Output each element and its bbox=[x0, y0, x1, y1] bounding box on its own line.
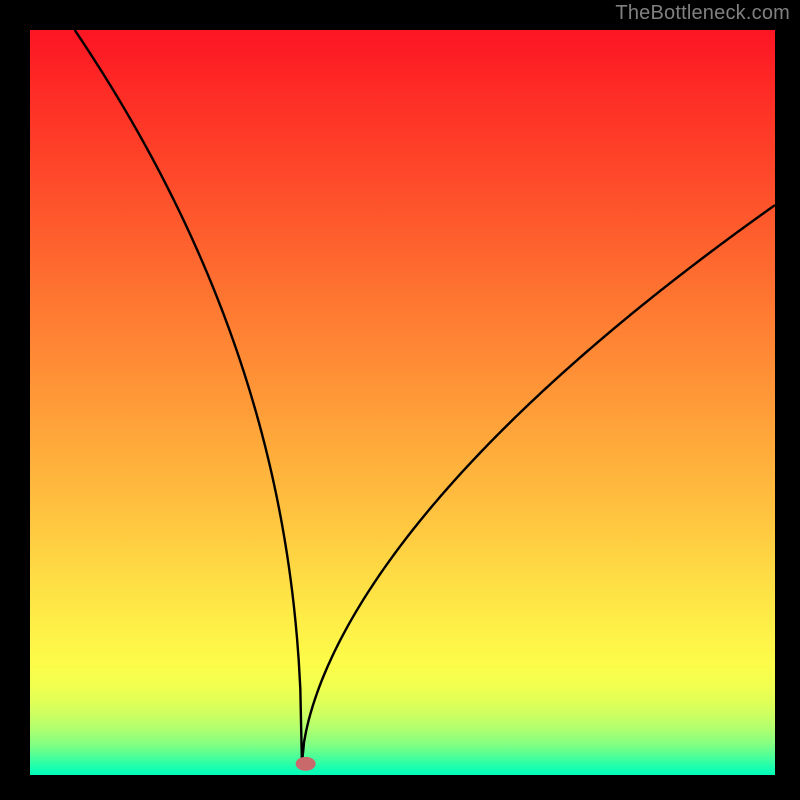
optimal-point-marker bbox=[296, 757, 316, 771]
plot-background bbox=[30, 30, 775, 775]
watermark-text: TheBottleneck.com bbox=[615, 2, 790, 25]
bottleneck-chart bbox=[0, 0, 800, 800]
